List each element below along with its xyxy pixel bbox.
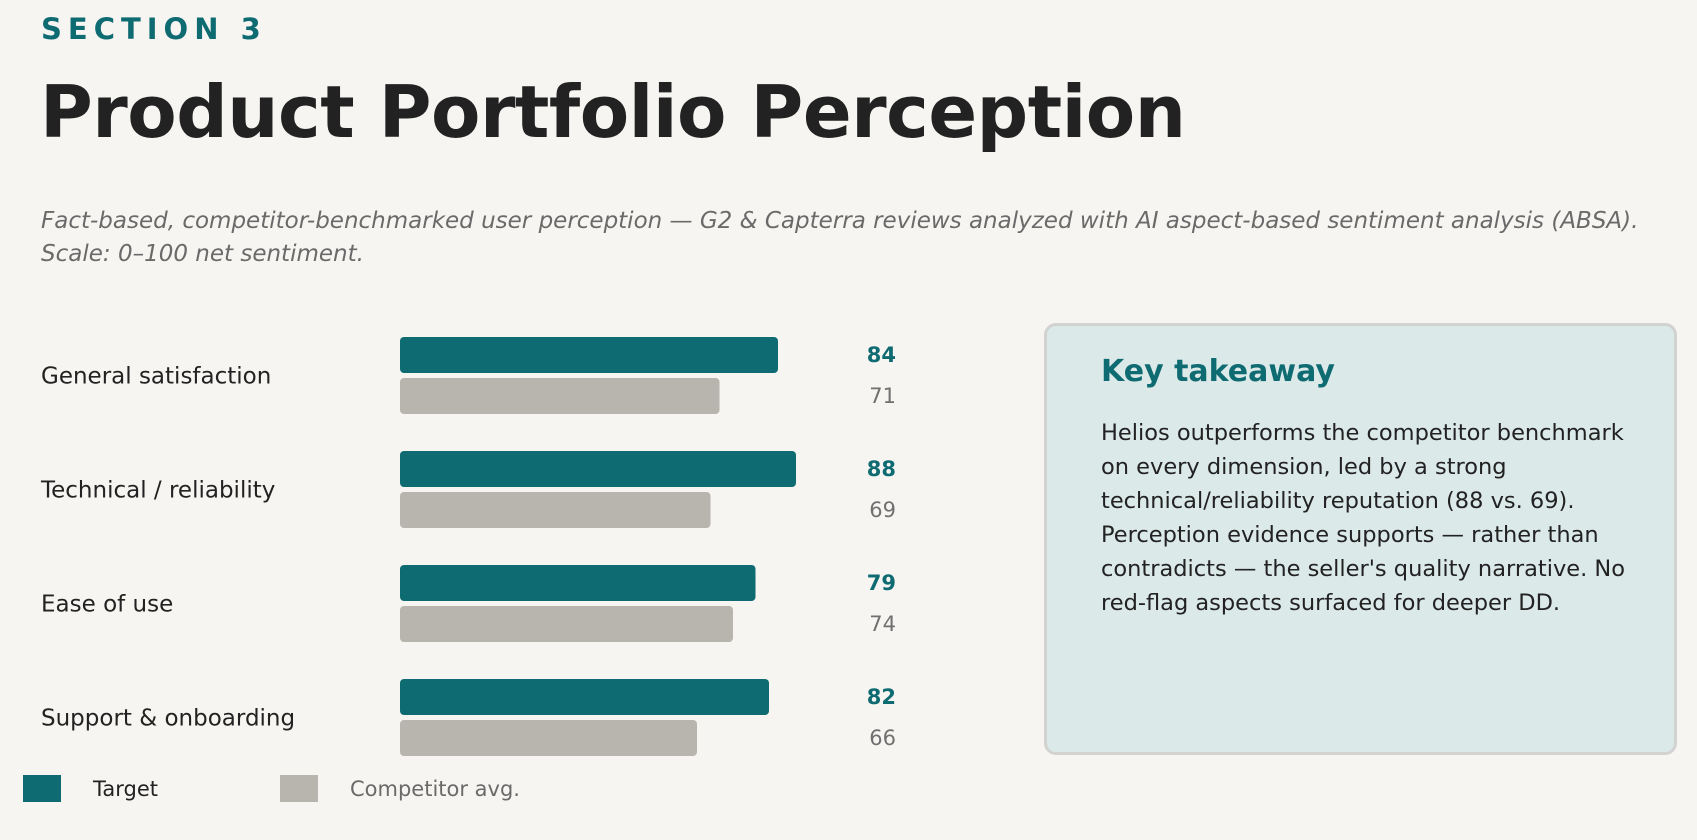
target-value-label-support-onboarding: 82	[867, 685, 896, 709]
legend-label-target: Target	[93, 777, 158, 801]
sentiment-bar-chart: General satisfaction 84 71 Technical / reli…	[40, 337, 896, 756]
legend-swatch-competitor	[280, 775, 318, 802]
target-value-label-general-satisfaction: 84	[867, 343, 896, 367]
legend-swatch-target	[23, 775, 61, 802]
target-bar-general-satisfaction	[400, 337, 778, 373]
target-bar-technical-reliability	[400, 451, 796, 487]
section-eyebrow: SECTION 3	[41, 12, 267, 46]
chart-legend: Target Competitor avg.	[0, 772, 900, 808]
category-label-ease-of-use: Ease of use	[41, 592, 173, 618]
legend-label-competitor: Competitor avg.	[350, 777, 520, 801]
category-label-support-onboarding: Support & onboarding	[41, 706, 295, 732]
competitor-value-label-technical-reliability: 69	[869, 498, 896, 522]
target-value-label-ease-of-use: 79	[867, 571, 896, 595]
page-subtitle: Fact-based, competitor-benchmarked user …	[41, 208, 1639, 267]
competitor-bar-technical-reliability	[400, 492, 711, 528]
competitor-bar-support-onboarding	[400, 720, 697, 756]
key-takeaway-body: Helios outperforms the competitor benchm…	[1101, 420, 1626, 616]
target-value-label-technical-reliability: 88	[867, 457, 896, 481]
competitor-value-label-ease-of-use: 74	[869, 612, 896, 636]
target-bar-support-onboarding	[400, 679, 769, 715]
competitor-value-label-support-onboarding: 66	[869, 726, 896, 750]
key-takeaway-card: Key takeaway Helios outperforms the comp…	[1044, 323, 1677, 755]
competitor-value-label-general-satisfaction: 71	[869, 384, 896, 408]
category-label-technical-reliability: Technical / reliability	[40, 478, 275, 504]
competitor-bar-ease-of-use	[400, 606, 733, 642]
key-takeaway-title: Key takeaway	[1101, 354, 1335, 389]
target-bar-ease-of-use	[400, 565, 756, 601]
page-title: Product Portfolio Perception	[40, 70, 1186, 154]
competitor-bar-general-satisfaction	[400, 378, 720, 414]
category-label-general-satisfaction: General satisfaction	[41, 364, 271, 390]
